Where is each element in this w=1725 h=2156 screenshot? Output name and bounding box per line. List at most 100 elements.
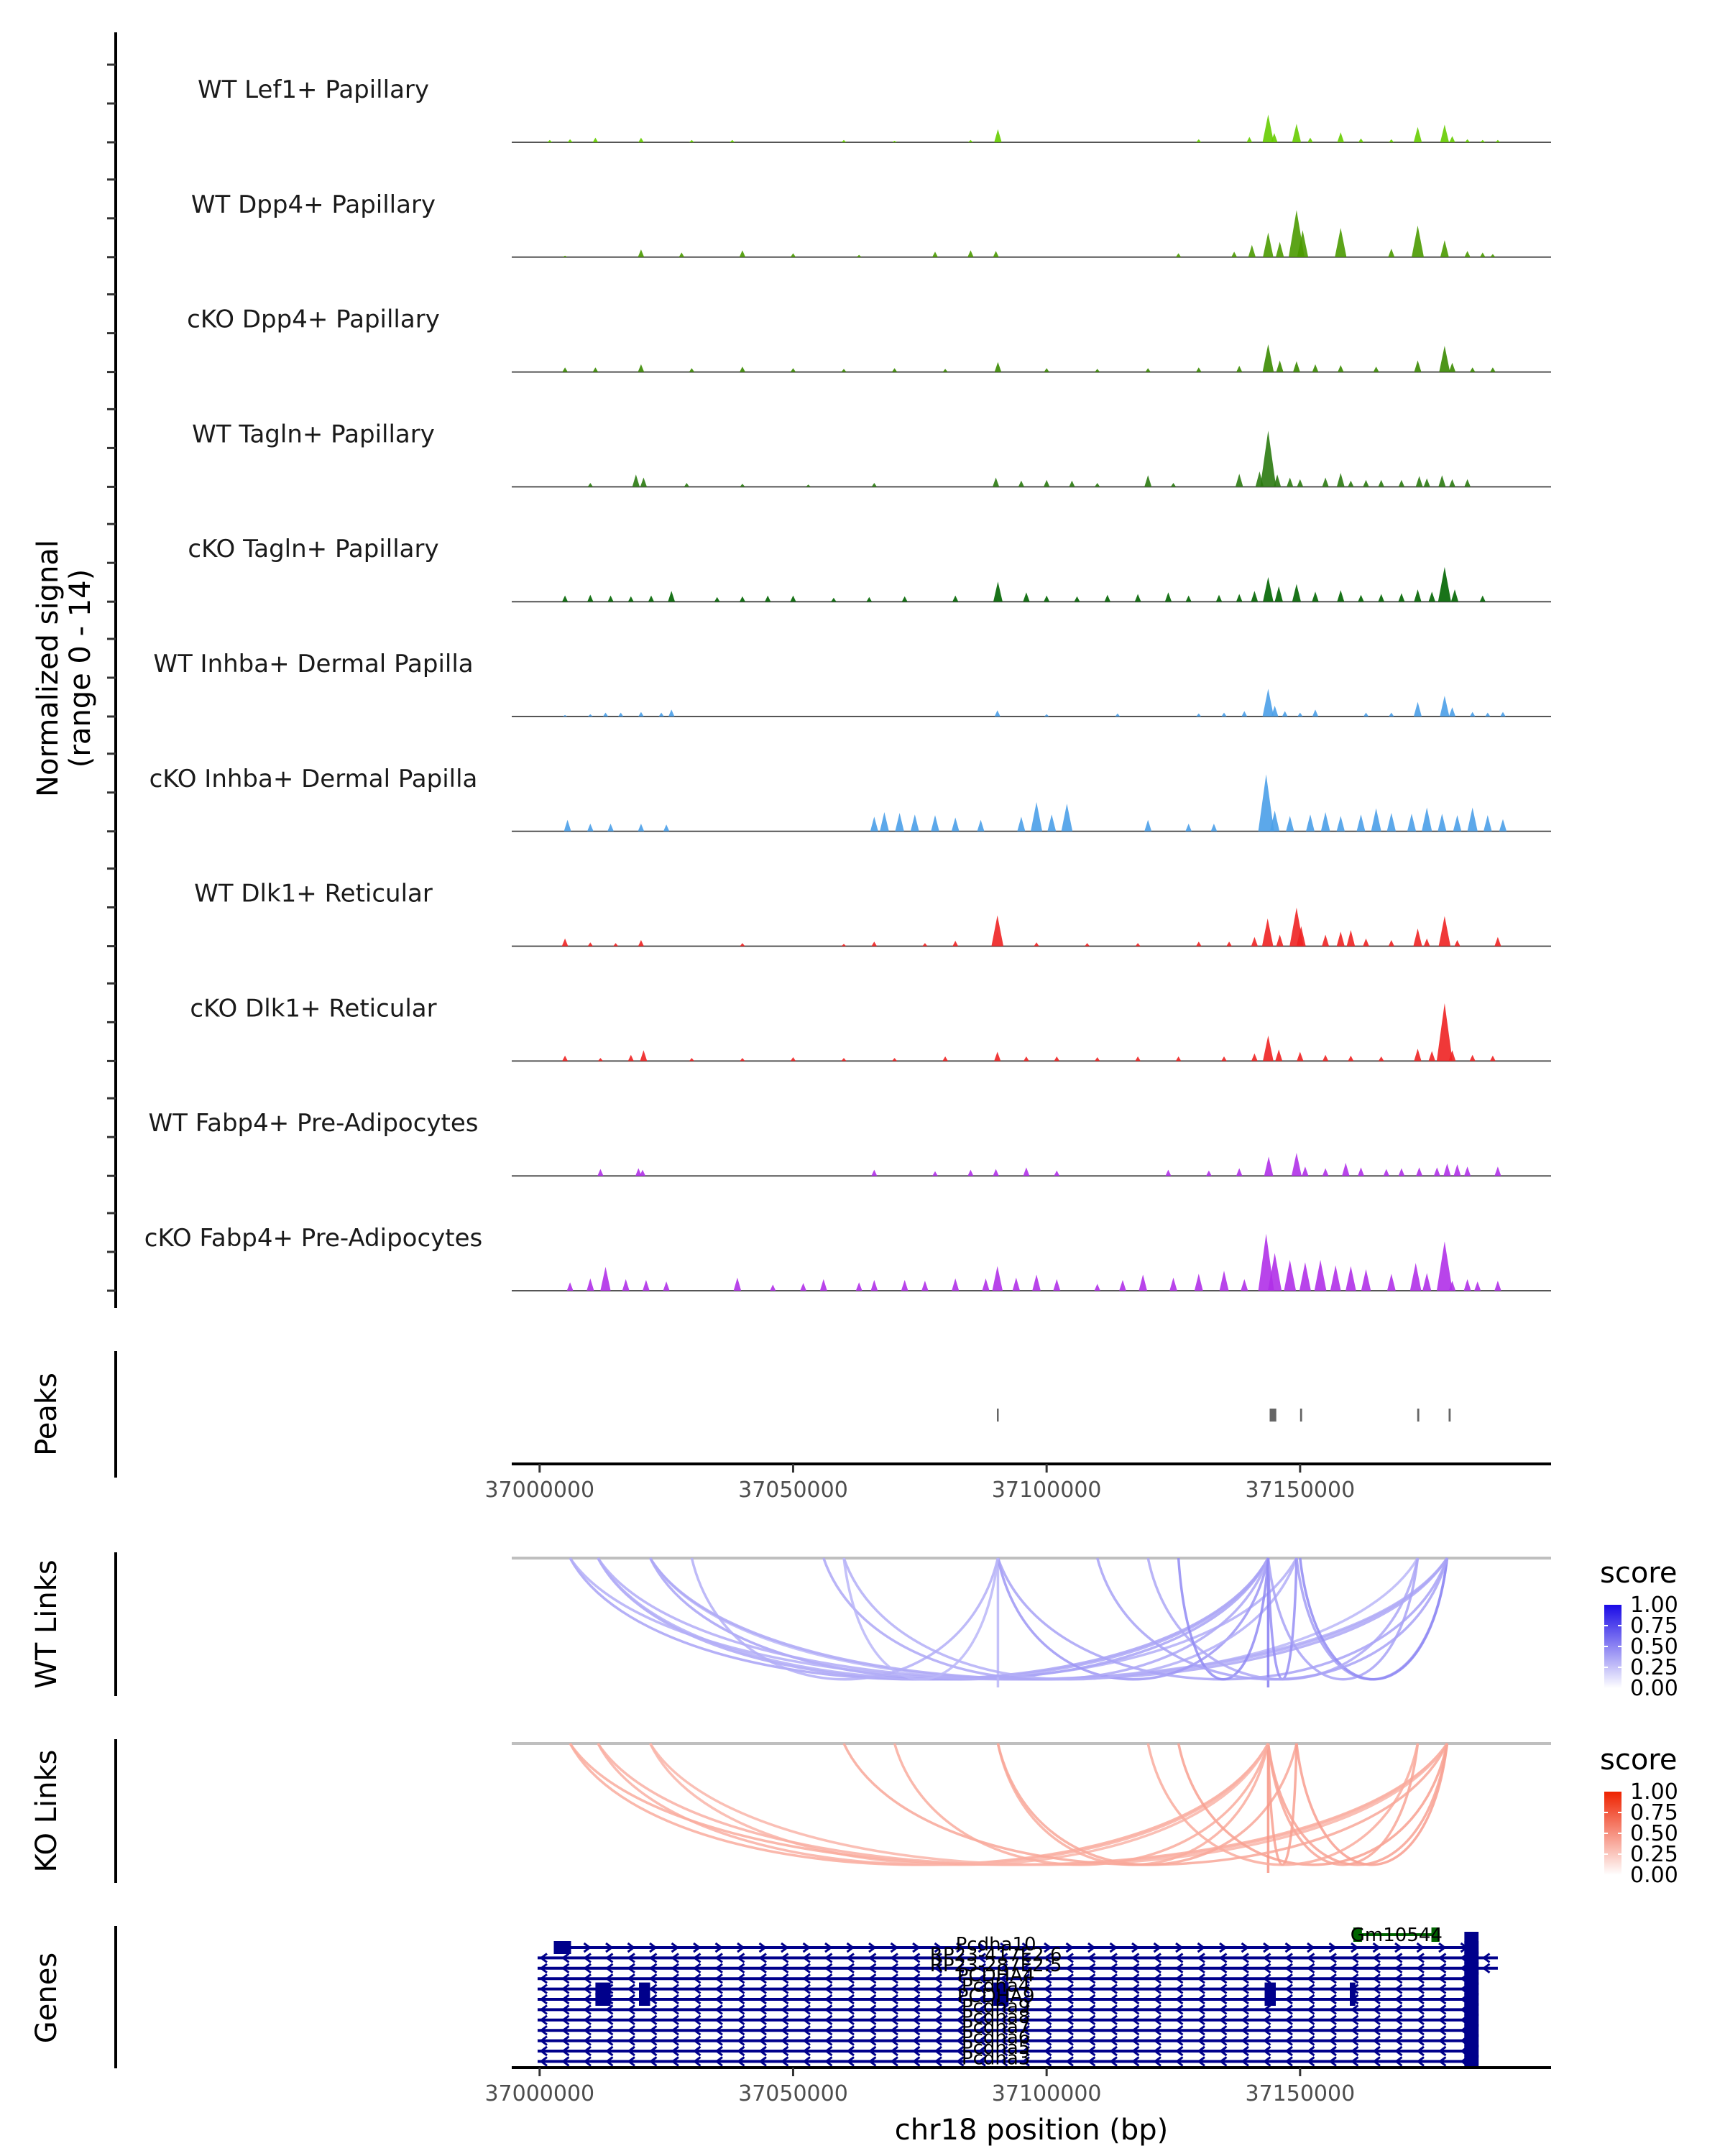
coverage-peak [1439, 346, 1450, 372]
coverage-peak [1449, 479, 1455, 487]
coverage-peak [1480, 139, 1486, 142]
coverage-peak [740, 943, 745, 946]
coverage-peak [1438, 475, 1446, 487]
coverage-track: WT Dlk1+ Reticular [194, 880, 1551, 947]
gene-exon [595, 1993, 611, 2006]
coverage-peak [967, 1169, 974, 1176]
link-arc [1096, 1557, 1449, 1681]
track-label: cKO Inhba+ Dermal Papilla [150, 765, 478, 793]
link-arc [569, 1557, 1448, 1681]
coverage-peak [951, 817, 960, 831]
coverage-peak [1450, 589, 1459, 602]
coverage-peak [1428, 1051, 1435, 1061]
coverage-peak [1409, 1263, 1422, 1291]
gene-label: Pcdha9 [962, 1996, 1030, 2017]
coverage-peak [1271, 706, 1279, 717]
gene-model: PCDHA4 [537, 1965, 1479, 1986]
coverage-peak [1069, 480, 1075, 487]
coverage-peak [942, 1056, 948, 1061]
coverage-peak [1320, 812, 1330, 831]
coverage-peak [1484, 815, 1492, 831]
coverage-peak [871, 1169, 878, 1176]
coverage-peak [1312, 364, 1319, 372]
coverage-peak [592, 367, 599, 372]
x-tick-label: 37000000 [484, 1478, 594, 1503]
coverage-peak [1378, 594, 1384, 602]
coverage-peak [880, 812, 889, 831]
gene-label: Pcdha8 [962, 2007, 1030, 2028]
coverage-peak [1246, 137, 1253, 142]
gene-exon [993, 1993, 1009, 2006]
coverage-peak [1292, 584, 1301, 602]
coverage-peak [1469, 1054, 1476, 1061]
x-tick-label: 37050000 [738, 2081, 848, 2106]
coverage-peak [1363, 938, 1369, 946]
legend-tick-label: 1.00 [1630, 1779, 1678, 1805]
coverage-peak [1314, 1260, 1327, 1291]
ko-legend-title: score [1600, 1743, 1677, 1777]
gene-model: RP23-287E2.5 [537, 1955, 1498, 1976]
coverage-peak [689, 1058, 694, 1061]
coverage-peak [613, 943, 619, 946]
coverage-peak [982, 1278, 990, 1291]
link-arc [996, 1557, 1270, 1681]
link-arc [1299, 1557, 1449, 1681]
x-tick-label: 37150000 [1245, 1478, 1355, 1503]
gene-label: RP23-287E2.5 [930, 1955, 1062, 1976]
coverage-peak [689, 139, 694, 142]
coverage-peak [1336, 816, 1345, 831]
coverage-peak [1414, 360, 1422, 372]
coverage-peak [1346, 930, 1356, 946]
coverage-peak [1170, 483, 1177, 487]
legend-tick-label: 0.75 [1630, 1613, 1678, 1639]
coverage-y-title-line2: (range 0 - 14) [64, 569, 97, 768]
link-arc [1177, 1743, 1449, 1866]
coverage-peak [622, 1279, 630, 1291]
coverage-peak [1485, 712, 1491, 717]
coverage-peak [1438, 916, 1451, 946]
coverage-peak [1413, 701, 1422, 717]
coverage-peak [841, 369, 847, 372]
coverage-peak [592, 137, 599, 142]
wt-link-arcs [569, 1557, 1449, 1687]
coverage-peak [1262, 344, 1274, 372]
coverage-peak [1342, 1163, 1350, 1176]
gene-label: Pcdha5 [962, 2037, 1030, 2059]
coverage-peak [1449, 136, 1455, 142]
coverage-peak [1378, 1056, 1384, 1061]
coverage-peak [977, 819, 985, 831]
x-tick-label: 37100000 [992, 1478, 1102, 1503]
coverage-peak [1274, 586, 1283, 602]
coverage-peak [1235, 474, 1243, 487]
coverage-track: cKO Fabp4+ Pre-Adipocytes [144, 1224, 1551, 1291]
coverage-peak [1205, 1170, 1212, 1176]
gene-model: RP23-417E2.6 [537, 1944, 1498, 1966]
track-label: cKO Fabp4+ Pre-Adipocytes [144, 1224, 483, 1253]
legend-tick-label: 0.25 [1630, 1655, 1678, 1680]
coverage-peak [870, 1280, 878, 1291]
coverage-peak [1464, 1166, 1471, 1176]
coverage-peak [1415, 476, 1423, 487]
gene-exon-column [1464, 1932, 1479, 2065]
gene-exon [1353, 1927, 1362, 1942]
legend-tick-label: 0.00 [1630, 1863, 1678, 1888]
coverage-peak [1044, 595, 1050, 602]
strand-arrow-left-icon [539, 1973, 1468, 1984]
coverage-peak [1422, 1273, 1432, 1291]
coverage-peak [562, 255, 568, 257]
legend-tick-label: 0.75 [1630, 1800, 1678, 1825]
coverage-peak [841, 1058, 847, 1061]
coverage-peak [1389, 139, 1394, 142]
coverage-peak [1330, 1265, 1341, 1291]
coverage-peak [597, 1169, 604, 1176]
ko-link-arcs [569, 1743, 1449, 1873]
coverage-peak [1297, 230, 1309, 257]
coverage-peak [587, 483, 593, 487]
coverage-peak [567, 139, 573, 142]
coverage-peak [790, 253, 796, 257]
coverage-peak [1465, 139, 1471, 142]
coverage-peak [1261, 918, 1274, 946]
strand-arrow-left-icon [539, 2025, 1468, 2036]
gene-models: Gm10544Pcdha10RP23-417E2.6RP23-287E2.5PC… [537, 1925, 1498, 2069]
coverage-peak [640, 477, 647, 487]
